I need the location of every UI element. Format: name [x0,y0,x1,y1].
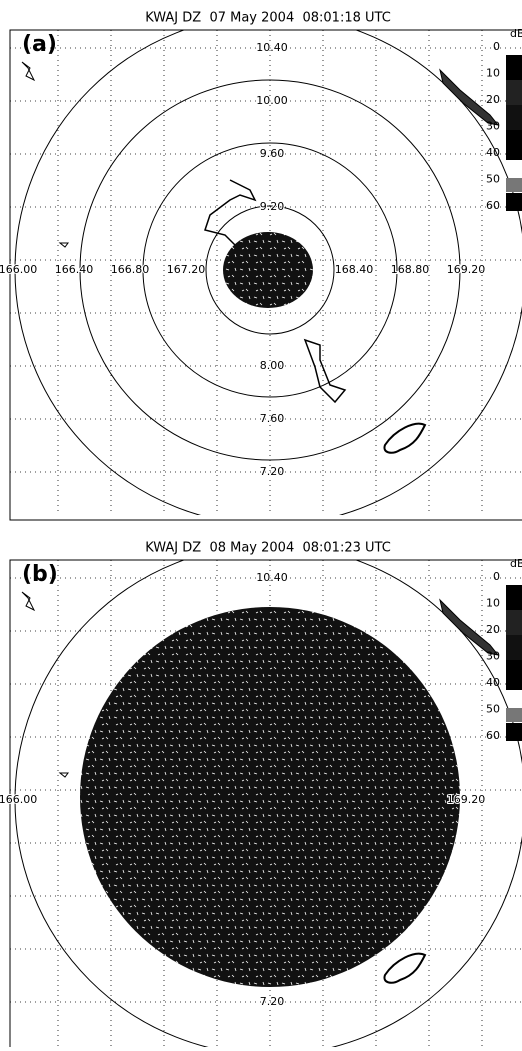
radar-echo [80,607,460,987]
colorbar-swatch [506,130,522,160]
colorbar-tick: 20 [486,93,500,106]
range-ring [14,560,522,1047]
island [303,338,347,404]
colorbar-swatch [506,193,522,211]
colorbar-unit: dBZ [510,27,522,40]
colorbar-tick: 0 [493,40,500,53]
lon-label: 169.20 [447,793,486,806]
island [58,242,69,248]
lat-label: 8.00 [260,359,285,372]
colorbar-swatch [506,178,522,192]
lat-label: 10.40 [256,571,288,584]
colorbar-swatch [506,635,522,660]
colorbar-tick: 40 [486,676,500,689]
colorbar-tick: 60 [486,729,500,742]
radar-echo [223,232,313,308]
colorbar-tick: 10 [486,597,500,610]
colorbar-tick: 30 [486,120,500,133]
lat-label: 10.00 [256,94,288,107]
island [21,61,36,82]
island [439,68,500,126]
colorbar-tick: 20 [486,623,500,636]
colorbar-tick: 0 [493,570,500,583]
lat-label: 9.60 [260,147,285,160]
range-ring [79,79,461,461]
island [383,952,427,984]
colorbar-swatch [506,55,522,80]
colorbar-unit: dBZ [510,557,522,570]
colorbar-tick: 60 [486,199,500,212]
colorbar-tick: 40 [486,146,500,159]
colorbar-swatch [506,105,522,130]
lat-label: 10.40 [256,41,288,54]
island [383,422,427,454]
island [58,772,69,778]
lat-label: 9.20 [260,200,285,213]
lon-label: 169.20 [447,263,486,276]
lon-label: 168.40 [335,263,374,276]
range-ring [14,30,522,515]
lon-label: 167.20 [167,263,206,276]
island [21,591,36,612]
colorbar-tick: 10 [486,67,500,80]
colorbar-swatch [506,708,522,722]
island [204,179,257,251]
panel-label: (a) [22,32,57,57]
colorbar-tick: 50 [486,703,500,716]
colorbar-tick: 30 [486,650,500,663]
colorbar-tick: 50 [486,173,500,186]
map-area [10,30,522,515]
lat-label: 7.60 [260,412,285,425]
lon-label: 166.00 [0,793,37,806]
colorbar-swatch [506,660,522,690]
lon-label: 166.40 [55,263,94,276]
lon-label: 168.80 [391,263,430,276]
panel-label: (b) [22,562,58,587]
range-ring [205,205,335,335]
lon-label: 166.00 [0,263,37,276]
range-ring [142,142,398,398]
lon-label: 166.80 [111,263,150,276]
lat-label: 7.20 [260,465,285,478]
colorbar-swatch [506,723,522,741]
radar-panel: KWAJ DZ 07 May 2004 08:01:18 UTC 10.40 10.… [0,11,522,521]
island [439,598,500,656]
radar-panel: KWAJ DZ 08 May 2004 08:01:23 UTC 10.40 7.2… [0,541,522,1051]
lat-label: 7.20 [260,995,285,1008]
colorbar-swatch [506,610,522,635]
panel-title: KWAJ DZ 07 May 2004 08:01:18 UTC [145,11,391,26]
map-area [10,560,522,1047]
colorbar-swatch [506,80,522,105]
colorbar-swatch [506,585,522,610]
panel-title: KWAJ DZ 08 May 2004 08:01:23 UTC [145,541,391,556]
